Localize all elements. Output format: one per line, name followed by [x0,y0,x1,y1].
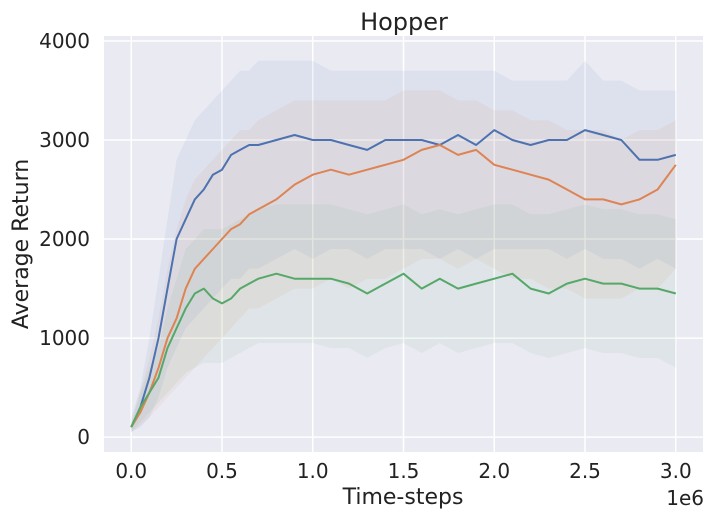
x-tick-label: 0.5 [206,459,238,483]
x-tick-label: 3.0 [660,459,692,483]
series-band-3 [131,204,676,433]
y-tick-label: 0 [77,425,90,449]
series-lines [130,129,677,428]
y-tick-label: 4000 [39,29,90,53]
x-tick-labels: 0.0 0.5 1.0 1.5 2.0 2.5 3.0 [115,459,691,483]
x-tick-label: 1.0 [297,459,329,483]
y-tick-label: 1000 [39,326,90,350]
series-band-1 [131,60,676,433]
x-axis-label: Time-steps [342,485,464,510]
y-tick-label: 2000 [39,227,90,251]
x-tick-label: 0.0 [115,459,147,483]
x-tick-label: 2.0 [478,459,510,483]
series-line-3 [130,272,677,428]
y-axis-label: Average Return [9,159,34,329]
chart-title: Hopper [360,8,448,36]
y-tick-labels: 0 1000 2000 3000 4000 [39,29,90,449]
x-tick-label: 1.5 [388,459,420,483]
series-line-2 [130,144,677,428]
series-band-2 [131,90,676,433]
confidence-bands [131,60,676,433]
y-tick-label: 3000 [39,128,90,152]
series-line-1 [130,129,677,428]
x-tick-label: 2.5 [569,459,601,483]
x-axis-offset-label: 1e6 [666,486,704,510]
